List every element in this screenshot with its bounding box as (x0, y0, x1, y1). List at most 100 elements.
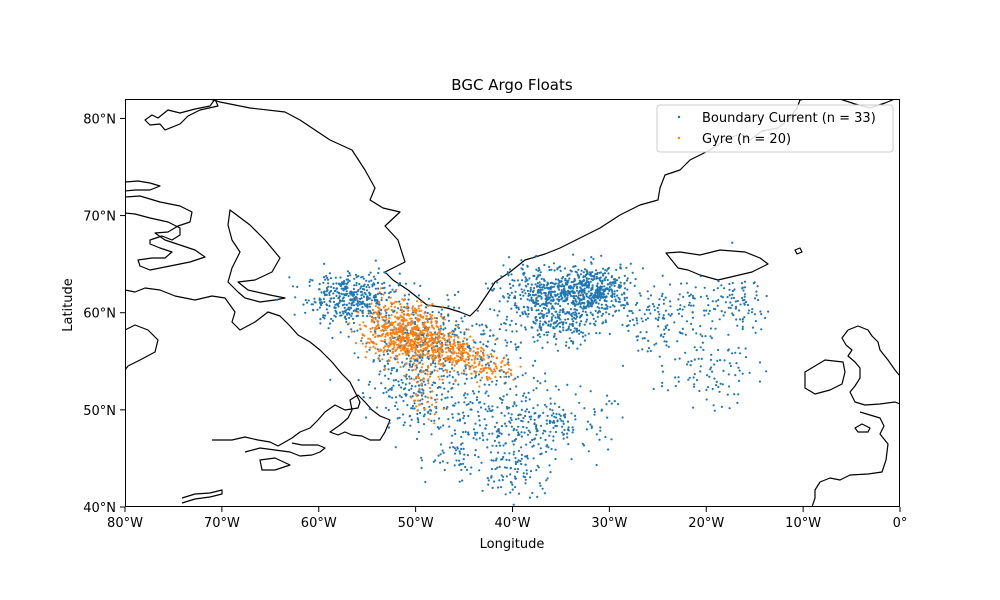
float-point (741, 320, 744, 323)
float-point (701, 341, 705, 344)
float-point (420, 366, 423, 369)
float-point (448, 338, 451, 341)
float-point (505, 425, 508, 428)
float-point (704, 335, 707, 338)
float-point (389, 290, 392, 294)
float-point (522, 425, 525, 429)
float-point (741, 372, 744, 375)
float-point (330, 317, 333, 321)
float-point (457, 352, 460, 355)
float-point (379, 370, 382, 373)
float-point (413, 399, 417, 402)
float-point (616, 289, 619, 292)
float-point (579, 282, 583, 285)
float-point (459, 443, 463, 446)
float-point (535, 278, 538, 281)
float-point (507, 375, 510, 378)
float-point (476, 381, 479, 384)
float-point (713, 409, 716, 412)
float-point (546, 341, 549, 344)
float-point (417, 307, 420, 310)
float-point (514, 460, 517, 464)
float-point (487, 483, 490, 486)
float-point (451, 434, 454, 437)
float-point (494, 370, 497, 373)
float-point (520, 435, 524, 438)
float-point (392, 331, 395, 334)
float-point (545, 405, 548, 408)
float-point (430, 342, 434, 346)
float-point (591, 288, 594, 291)
float-point (586, 420, 590, 423)
float-point (478, 424, 481, 427)
float-point (399, 338, 402, 341)
float-point (612, 282, 615, 285)
float-point (614, 298, 617, 301)
float-point (706, 386, 710, 389)
float-point (681, 327, 684, 330)
float-point (631, 271, 634, 274)
float-point (605, 295, 608, 298)
legend-label-gyre: Gyre (n = 20) (702, 132, 791, 147)
float-point (610, 402, 613, 405)
float-point (346, 270, 349, 273)
float-point (567, 302, 570, 305)
float-point (498, 310, 501, 313)
float-point (334, 276, 337, 279)
float-point (538, 324, 541, 327)
float-point (605, 311, 608, 314)
float-point (405, 393, 408, 396)
float-point (302, 303, 305, 306)
float-point (562, 310, 565, 314)
float-point (447, 298, 450, 301)
float-point (575, 309, 578, 312)
float-point (415, 437, 419, 441)
float-point (487, 361, 490, 364)
float-point (374, 387, 377, 390)
float-point (583, 298, 586, 301)
float-point (500, 365, 503, 368)
float-point (420, 359, 423, 362)
float-point (495, 367, 498, 370)
float-point (496, 466, 499, 469)
float-point (551, 409, 554, 412)
float-point (457, 345, 460, 348)
float-point (630, 309, 633, 313)
float-point (444, 368, 447, 371)
float-point (583, 323, 586, 326)
float-point (570, 270, 573, 273)
float-point (610, 284, 613, 287)
float-point (683, 305, 686, 308)
float-point (571, 318, 574, 321)
float-point (567, 289, 570, 292)
float-point (413, 322, 417, 326)
float-point (543, 263, 546, 267)
float-point (699, 333, 702, 336)
float-point (372, 275, 376, 278)
float-point (491, 486, 494, 489)
float-point (517, 425, 520, 428)
float-point (590, 425, 593, 428)
float-point (665, 340, 668, 343)
float-point (384, 345, 387, 348)
float-point (376, 335, 379, 338)
float-point (417, 377, 421, 380)
float-point (682, 295, 685, 298)
float-point (363, 288, 366, 291)
float-point (554, 316, 557, 319)
float-point (306, 301, 309, 304)
float-point (442, 424, 445, 427)
float-point (370, 302, 373, 305)
float-point (577, 268, 580, 271)
float-point (467, 431, 470, 434)
float-point (605, 403, 608, 406)
float-point (501, 360, 504, 363)
float-point (580, 269, 583, 272)
float-point (468, 364, 471, 368)
float-point (594, 309, 597, 312)
float-point (472, 366, 475, 369)
float-point (558, 311, 561, 314)
float-point (468, 366, 471, 369)
float-point (553, 285, 556, 288)
float-point (728, 362, 732, 365)
